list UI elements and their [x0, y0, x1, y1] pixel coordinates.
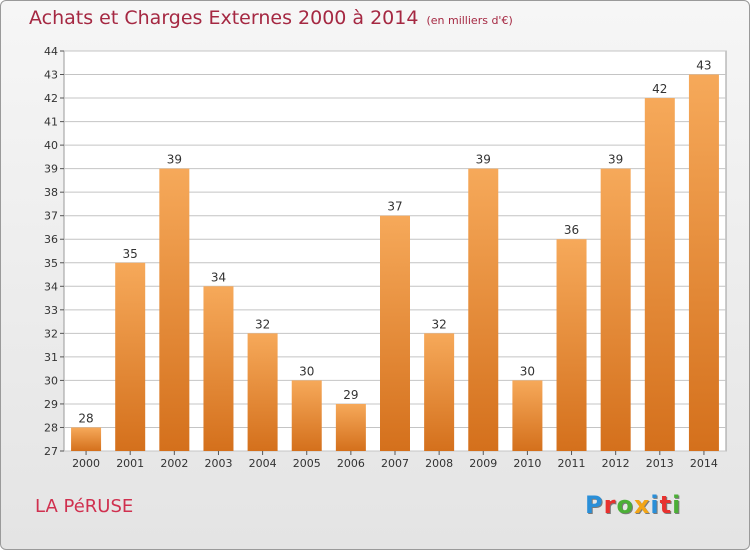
x-tick-label: 2011 — [558, 457, 586, 470]
y-tick-label: 28 — [44, 421, 58, 434]
y-tick-label: 37 — [44, 210, 58, 223]
logo-letter: t — [659, 491, 673, 519]
data-label: 36 — [564, 223, 579, 237]
data-labels: 28 35 39 34 32 30 29 37 32 39 30 36 39 42 43 — [78, 59, 711, 426]
chart-unit: (en milliers d'€) — [426, 14, 513, 27]
place-name: LA PéRUSE — [35, 496, 134, 517]
data-label: 42 — [652, 82, 667, 96]
bar[interactable] — [335, 403, 366, 451]
logo-letter: x — [633, 491, 651, 519]
data-label: 32 — [255, 317, 270, 331]
y-tick-label: 43 — [44, 69, 58, 82]
x-tick-label: 2005 — [293, 457, 321, 470]
proxiti-logo[interactable]: Proxiti — [585, 491, 681, 519]
data-label: 37 — [387, 200, 402, 214]
x-tick-label: 2012 — [602, 457, 630, 470]
chart-title: Achats et Charges Externes 2000 à 2014 (e… — [29, 7, 513, 29]
data-label: 39 — [608, 153, 623, 167]
y-tick-label: 35 — [44, 257, 58, 270]
y-axis-ticks: 27 28 29 30 31 32 33 34 35 36 37 38 39 40 41 42 43 44 — [44, 45, 64, 458]
data-label: 39 — [167, 153, 182, 167]
y-tick-label: 41 — [44, 116, 58, 129]
y-tick-label: 29 — [44, 398, 58, 411]
y-tick-label: 42 — [44, 92, 58, 105]
y-tick-label: 34 — [44, 280, 58, 293]
bar[interactable] — [424, 333, 455, 451]
y-tick-label: 32 — [44, 327, 58, 340]
y-tick-label: 27 — [44, 445, 58, 458]
x-tick-label: 2009 — [469, 457, 497, 470]
x-tick-label: 2007 — [381, 457, 409, 470]
y-tick-label: 33 — [44, 304, 58, 317]
x-tick-label: 2003 — [204, 457, 232, 470]
logo-letter: o — [616, 491, 634, 519]
x-tick-label: 2006 — [337, 457, 365, 470]
y-tick-label: 44 — [44, 45, 58, 58]
data-label: 28 — [78, 411, 93, 425]
x-tick-label: 2014 — [690, 457, 718, 470]
logo-letter: P — [585, 491, 604, 519]
logo-letter: i — [650, 491, 660, 519]
bar[interactable] — [380, 215, 410, 451]
y-tick-label: 40 — [44, 139, 58, 152]
y-tick-label: 30 — [44, 374, 58, 387]
data-label: 30 — [299, 364, 314, 378]
y-tick-label: 39 — [44, 163, 58, 176]
bar[interactable] — [556, 239, 587, 451]
x-tick-label: 2004 — [249, 457, 277, 470]
data-label: 43 — [696, 59, 711, 73]
y-tick-label: 38 — [44, 186, 58, 199]
bar[interactable] — [247, 333, 278, 451]
bar[interactable] — [688, 74, 719, 451]
x-tick-label: 2008 — [425, 457, 453, 470]
x-tick-label: 2000 — [72, 457, 100, 470]
bar[interactable] — [203, 286, 234, 451]
x-tick-label: 2013 — [646, 457, 674, 470]
x-tick-label: 2001 — [116, 457, 144, 470]
logo-letter: i — [672, 491, 682, 519]
data-label: 30 — [520, 364, 535, 378]
x-axis-ticks: 2000 2001 2002 2003 2004 2005 2006 2007 2008 2009… — [72, 451, 718, 470]
data-label: 35 — [123, 247, 138, 261]
bars — [71, 74, 719, 451]
x-tick-label: 2010 — [513, 457, 541, 470]
logo-letter: r — [603, 491, 617, 519]
data-label: 29 — [343, 388, 358, 402]
data-label: 39 — [476, 153, 491, 167]
chart-title-text: Achats et Charges Externes 2000 à 2014 — [29, 7, 419, 29]
bar[interactable] — [468, 168, 499, 451]
y-tick-label: 31 — [44, 351, 58, 364]
data-label: 32 — [431, 317, 446, 331]
bar[interactable] — [115, 262, 146, 451]
bar[interactable] — [71, 427, 102, 451]
x-tick-label: 2002 — [160, 457, 188, 470]
y-tick-label: 36 — [44, 233, 58, 246]
bar[interactable] — [291, 380, 322, 451]
bar[interactable] — [600, 168, 631, 451]
bar[interactable] — [159, 168, 190, 451]
data-label: 34 — [211, 270, 226, 284]
bar[interactable] — [644, 98, 675, 451]
bar[interactable] — [512, 380, 543, 451]
